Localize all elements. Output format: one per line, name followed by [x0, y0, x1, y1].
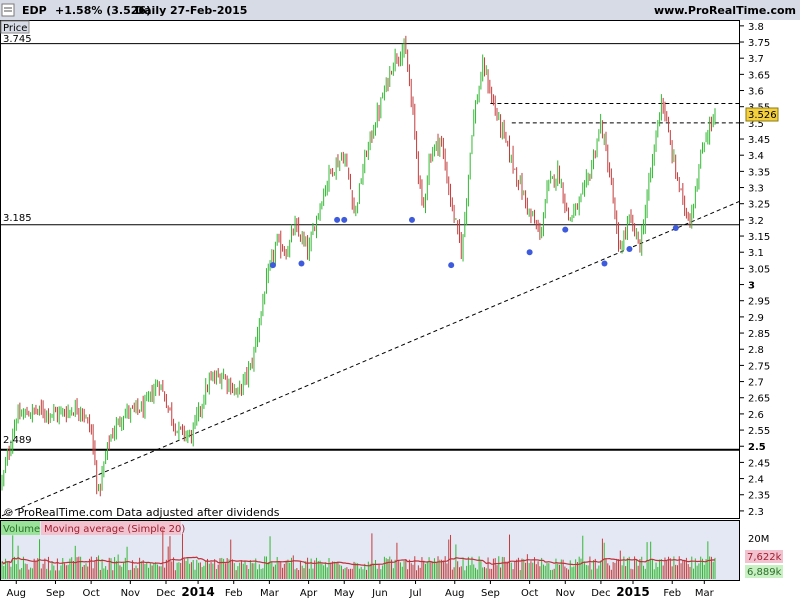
horizontal-levels — [1, 43, 739, 451]
y-tick-label: 2.65 — [748, 394, 770, 405]
x-tick-label: Aug — [445, 588, 465, 599]
support-marker — [601, 260, 608, 267]
trendline — [1, 201, 740, 517]
y-tick-label: 2.8 — [748, 345, 764, 356]
ma-badge-value: 6,889k — [747, 567, 782, 578]
y-tick-label: 2.35 — [748, 491, 770, 502]
y-tick-label: 2.9 — [748, 313, 764, 324]
support-marker — [408, 216, 415, 223]
level-label-3185: 3.185 — [3, 213, 32, 224]
y-tick-label: 2.3 — [748, 507, 764, 518]
symbol-label: EDP — [22, 4, 47, 17]
x-tick-label: Sep — [46, 588, 65, 599]
date-label: 27-Feb-2015 — [170, 4, 247, 17]
price-panel-label-box — [0, 20, 30, 34]
support-marker — [526, 249, 533, 256]
level-label-2489: 2.489 — [3, 435, 32, 446]
y-tick-label: 2.75 — [748, 361, 770, 372]
support-marker — [269, 262, 276, 269]
price-bars — [1, 35, 716, 497]
x-tick-label: Mar — [260, 588, 280, 599]
volume-badge — [745, 550, 783, 563]
x-tick-label: Feb — [225, 588, 243, 599]
y-tick-label: 3.45 — [748, 135, 770, 146]
x-tick-label: Jul — [409, 588, 422, 599]
support-marker — [448, 262, 455, 269]
support-marker — [562, 226, 569, 233]
support-marker — [298, 260, 305, 267]
header-bar — [0, 0, 800, 20]
y-tick-label: 3.3 — [748, 184, 764, 195]
x-tick-label: 2014 — [181, 585, 214, 599]
x-tick-label: Dec — [156, 588, 175, 599]
x-tick-label: Dec — [591, 588, 610, 599]
y-tick-label: 3.15 — [748, 232, 770, 243]
support-marker — [672, 224, 679, 231]
y-tick-label: 3.5 — [748, 119, 764, 130]
y-tick-label: 3.4 — [748, 151, 764, 162]
x-tick-label: Oct — [521, 588, 538, 599]
current-price-badge — [745, 107, 779, 122]
y-tick-label: 2.4 — [748, 475, 764, 486]
x-tick-label: Jun — [371, 588, 388, 599]
support-marker — [334, 216, 341, 223]
y-tick-label: 2.7 — [748, 378, 764, 389]
ma-badge — [745, 565, 783, 578]
change-label: +1.58% (3.526) — [55, 4, 151, 17]
y-tick-label: 2.6 — [748, 410, 764, 421]
price-panel-frame — [0, 20, 740, 519]
volume-label: Volume — [3, 524, 40, 535]
x-tick-label: Apr — [300, 588, 318, 599]
x-tick-label: May — [334, 588, 355, 599]
y-tick-label: 3.25 — [748, 200, 770, 211]
price-panel-label: Price — [3, 23, 27, 34]
y-tick-label: 3.8 — [748, 22, 764, 33]
x-tick-label: Nov — [556, 588, 576, 599]
y-tick-label: 3.75 — [748, 38, 770, 49]
x-tick-label: Feb — [663, 588, 681, 599]
y-axis: 3.83.753.73.653.63.553.53.453.43.353.33.… — [739, 22, 770, 518]
x-tick-label: Oct — [82, 588, 99, 599]
volume-bars — [1, 529, 716, 579]
ma-label-box — [41, 521, 181, 535]
support-markers — [269, 216, 679, 269]
y-tick-label: 3.65 — [748, 70, 770, 81]
y-tick-label: 3 — [748, 281, 755, 292]
volume-ma-line — [1, 556, 716, 567]
support-marker — [341, 216, 348, 223]
current-price-value: 3.526 — [748, 110, 777, 121]
y-tick-label: 2.85 — [748, 329, 770, 340]
volume-badge-value: 7,622k — [747, 552, 782, 563]
support-marker — [626, 245, 633, 252]
volume-ma — [1, 556, 716, 567]
y-tick-label: 2.45 — [748, 458, 770, 469]
ma-label: Moving average (Simple 20) — [44, 524, 185, 535]
y-tick-label: 3.6 — [748, 87, 764, 98]
x-tick-label: Nov — [121, 588, 141, 599]
trendline-group — [1, 201, 740, 517]
level-label-3745: 3.745 — [3, 34, 32, 45]
y-tick-label: 2.5 — [748, 442, 766, 453]
volume-scale-label: 20M — [748, 534, 769, 545]
x-tick-label: Aug — [6, 588, 26, 599]
y-tick-label: 2.55 — [748, 426, 770, 437]
volume-label-box — [1, 521, 40, 535]
x-tick-label: 2015 — [616, 585, 649, 599]
site-label: www.ProRealTime.com — [654, 4, 796, 17]
y-tick-label: 3.7 — [748, 54, 764, 65]
chart-menu-icon[interactable] — [1, 3, 15, 17]
x-axis: Aug Sep Oct Nov Dec 2014 Feb Mar Apr May Jun Jul Aug… — [6, 580, 715, 599]
watermark: © ProRealTime.com Data adjusted after di… — [3, 506, 280, 519]
y-tick-label: 3.05 — [748, 264, 770, 275]
x-tick-label: Sep — [481, 588, 500, 599]
y-tick-label: 2.95 — [748, 297, 770, 308]
x-tick-label: Mar — [695, 588, 715, 599]
period-label: Daily — [135, 4, 166, 17]
y-tick-label: 3.1 — [748, 248, 764, 259]
y-tick-label: 3.2 — [748, 216, 764, 227]
y-tick-label: 3.35 — [748, 167, 770, 178]
